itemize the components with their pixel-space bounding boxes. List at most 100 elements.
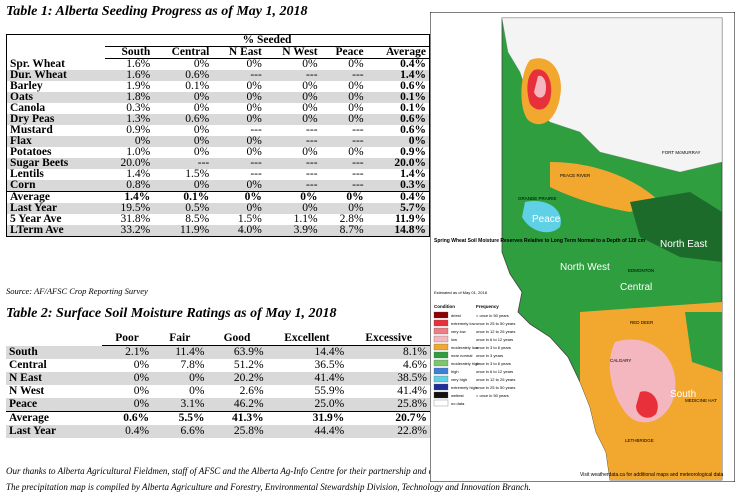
- table1-title: Table 1: Alberta Seeding Progress as of …: [6, 4, 308, 19]
- table1-column-header: South: [105, 46, 154, 59]
- table1-cell: 5.7%: [400, 202, 426, 214]
- legend-swatch: [433, 359, 449, 367]
- table2-cell: 20.2%: [233, 372, 264, 384]
- table1-cell: ---: [197, 157, 210, 169]
- legend-swatch: [433, 319, 449, 327]
- table1-group-header-row: % Seeded: [7, 34, 430, 47]
- peace-pink-zone: [534, 75, 547, 98]
- table2-cell: 36.5%: [314, 359, 345, 371]
- table1-cell: 0.1%: [400, 102, 426, 114]
- table1-cell: 0%: [193, 135, 210, 147]
- table1-cell: 0%: [134, 135, 151, 147]
- table1-cell: 1.4%: [400, 69, 426, 81]
- table1-cell: 8.7%: [339, 224, 364, 236]
- table1-cell: 0%: [302, 113, 318, 125]
- table2-cell: 25.0%: [314, 398, 345, 410]
- table1-cell: 0%: [302, 91, 318, 103]
- city-edmonton: EDMONTON: [628, 268, 654, 273]
- legend-frequency: once in 3 to 6 years: [476, 345, 511, 350]
- table1-cell: 0%: [212, 191, 265, 203]
- table1-cell: 0%: [264, 191, 321, 203]
- table2-cell: 44.4%: [314, 425, 345, 437]
- table1-cell: 2.8%: [339, 213, 364, 225]
- table1-cell: 1.0%: [126, 146, 151, 158]
- table1-cell: 1.5%: [185, 168, 210, 180]
- table2-cell: 7.8%: [180, 359, 205, 371]
- legend-frequency: once in 3 to 6 years: [476, 361, 511, 366]
- city-red-deer: RED DEER: [630, 320, 654, 325]
- table1-cell: 0%: [193, 124, 210, 136]
- table2-row-label: N West: [9, 385, 45, 397]
- city-medicine-hat: MEDICINE HAT: [685, 398, 717, 403]
- legend-frequency: once in 6 to 12 years: [476, 337, 513, 342]
- table1-cell: 0%: [348, 146, 364, 158]
- table2-row-label: South: [9, 345, 38, 358]
- table2-cell: 0.4%: [125, 425, 150, 437]
- legend-swatch: [433, 335, 449, 343]
- table1-cell: 0%: [348, 58, 364, 70]
- table2-column-header: Excessive: [347, 332, 430, 346]
- table1-cell: 0%: [246, 179, 262, 191]
- table2-cell: 0%: [133, 372, 150, 384]
- table1-cell: 1.8%: [126, 91, 151, 103]
- table2-column-header: Good: [207, 332, 267, 346]
- table1-cell: ---: [352, 157, 364, 169]
- table1-row: Dur. Wheat 1.6% 0.6% --- --- --- 1.4%: [6, 69, 430, 81]
- legend-swatch: [433, 399, 449, 407]
- table2-cell: 2.1%: [125, 346, 150, 358]
- table2-cell: 5.5%: [152, 411, 208, 425]
- table1-cell: ---: [306, 124, 318, 136]
- table2-row: South 2.1% 11.4% 63.9% 14.4% 8.1%: [6, 345, 430, 359]
- table2-row: N East 0% 0% 20.2% 41.4% 38.5%: [6, 372, 430, 385]
- table1-cell: ---: [250, 124, 262, 136]
- table1-cell: 1.4%: [400, 168, 426, 180]
- legend-condition: moderately low: [451, 345, 478, 350]
- table1-cell: 0%: [348, 80, 364, 92]
- table1-cell: 11.9%: [395, 213, 426, 225]
- table1-cell: 0%: [320, 191, 367, 203]
- table2-cell: 41.4%: [314, 372, 345, 384]
- table1-row: Last Year 19.5% 0.5% 0% 0% 0% 5.7%: [6, 202, 430, 214]
- table1-row-label: Dur. Wheat: [10, 69, 67, 81]
- table2-cell: 0%: [133, 398, 150, 410]
- table1-cell: 0.4%: [400, 58, 426, 70]
- table1-cell: 0%: [302, 146, 318, 158]
- legend-frequency: once in 25 to 50 years: [476, 321, 515, 326]
- table1-cell: 3.9%: [293, 224, 318, 236]
- table1-group-header: % Seeded: [105, 34, 430, 47]
- table2-header-row: Poor Fair Good Excellent Excessive: [6, 332, 430, 346]
- table1-cell: ---: [306, 157, 318, 169]
- table1-row: Average 1.4% 0.1% 0% 0% 0% 0.4%: [6, 191, 430, 203]
- table2-row: Peace 0% 3.1% 46.2% 25.0% 25.8%: [6, 398, 430, 412]
- table2-cell: 8.1%: [403, 346, 427, 358]
- legend-estimated: Estimated as of May 01, 2018: [434, 290, 488, 295]
- table1-cell: 0.1%: [185, 80, 210, 92]
- table1-row-label: Oats: [10, 91, 33, 103]
- legend-condition: extremely high: [451, 385, 477, 390]
- table2-cell: 6.6%: [180, 425, 205, 437]
- table2-cell: 55.9%: [314, 385, 345, 397]
- table1-cell: 0.6%: [185, 113, 210, 125]
- table1-cell: ---: [352, 124, 364, 136]
- legend-frequency: once in 6 to 12 years: [476, 369, 513, 374]
- central-orange-zone: [550, 162, 660, 212]
- table2-cell: 2.6%: [239, 385, 264, 397]
- table1-row-label: Sugar Beets: [10, 157, 69, 169]
- legend-swatch: [433, 367, 449, 375]
- table2-cell: 0%: [189, 372, 205, 384]
- table1-row: Potatoes 1.0% 0% 0% 0% 0% 0.9%: [7, 146, 430, 158]
- legend-frequency: once in 12 to 25 years: [476, 329, 515, 334]
- soil-moisture-map: Peace Central North East North West Sout…: [430, 12, 735, 482]
- table1-row-label: Last Year: [10, 202, 58, 214]
- table1-cell: 0.3%: [400, 179, 426, 191]
- legend-swatch: [433, 327, 449, 335]
- table2-cell: 51.2%: [233, 359, 264, 371]
- table1-cell: 1.1%: [293, 213, 318, 225]
- table2-cell: 41.3%: [207, 411, 267, 425]
- table1-row-label: Dry Peas: [10, 113, 55, 125]
- legend-frequency: once in 12 to 25 years: [476, 377, 515, 382]
- table1-cell: 0%: [246, 102, 262, 114]
- table1-cell: 0%: [193, 91, 210, 103]
- table2-cell: 31.9%: [266, 411, 348, 425]
- table1-row-label: Mustard: [10, 124, 53, 136]
